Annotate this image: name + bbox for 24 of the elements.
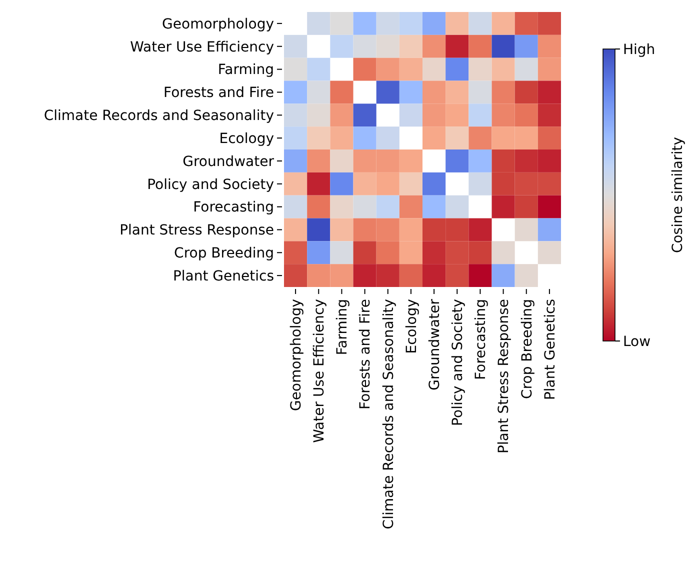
color-bar-title: Cosine similarity: [670, 136, 686, 254]
y-tick-label: Groundwater: [182, 154, 274, 170]
y-tick-label: Climate Records and Seasonality: [44, 108, 274, 124]
color-bar-label: High: [623, 42, 656, 58]
color-bar-label: Low: [623, 334, 651, 350]
x-tick-label: Plant Genetics: [542, 299, 558, 400]
y-tick-label: Water Use Efficiency: [130, 39, 274, 56]
y-tick-label: Policy and Society: [147, 176, 274, 193]
x-tick-label: Plant Stress Response: [496, 299, 512, 454]
y-tick-label: Ecology: [219, 130, 274, 147]
y-tick-label: Forests and Fire: [164, 85, 274, 102]
x-tick-label: Groundwater: [426, 298, 443, 390]
x-tick-label: Farming: [334, 299, 351, 356]
y-tick-label: Plant Stress Response: [120, 222, 274, 239]
x-tick-label: Policy and Society: [450, 299, 466, 426]
y-tick-label: Plant Genetics: [172, 268, 274, 284]
y-tick-label: Crop Breeding: [174, 246, 274, 262]
x-tick-label: Forests and Fire: [358, 299, 374, 410]
y-tick-label: Forecasting: [193, 200, 274, 216]
x-tick-label: Forecasting: [473, 299, 490, 380]
y-tick-label: Geomorphology: [162, 16, 274, 32]
y-tick-label: Farming: [218, 62, 274, 78]
x-tick-label: Crop Breeding: [519, 299, 536, 399]
x-tick-label: Ecology: [404, 299, 420, 354]
